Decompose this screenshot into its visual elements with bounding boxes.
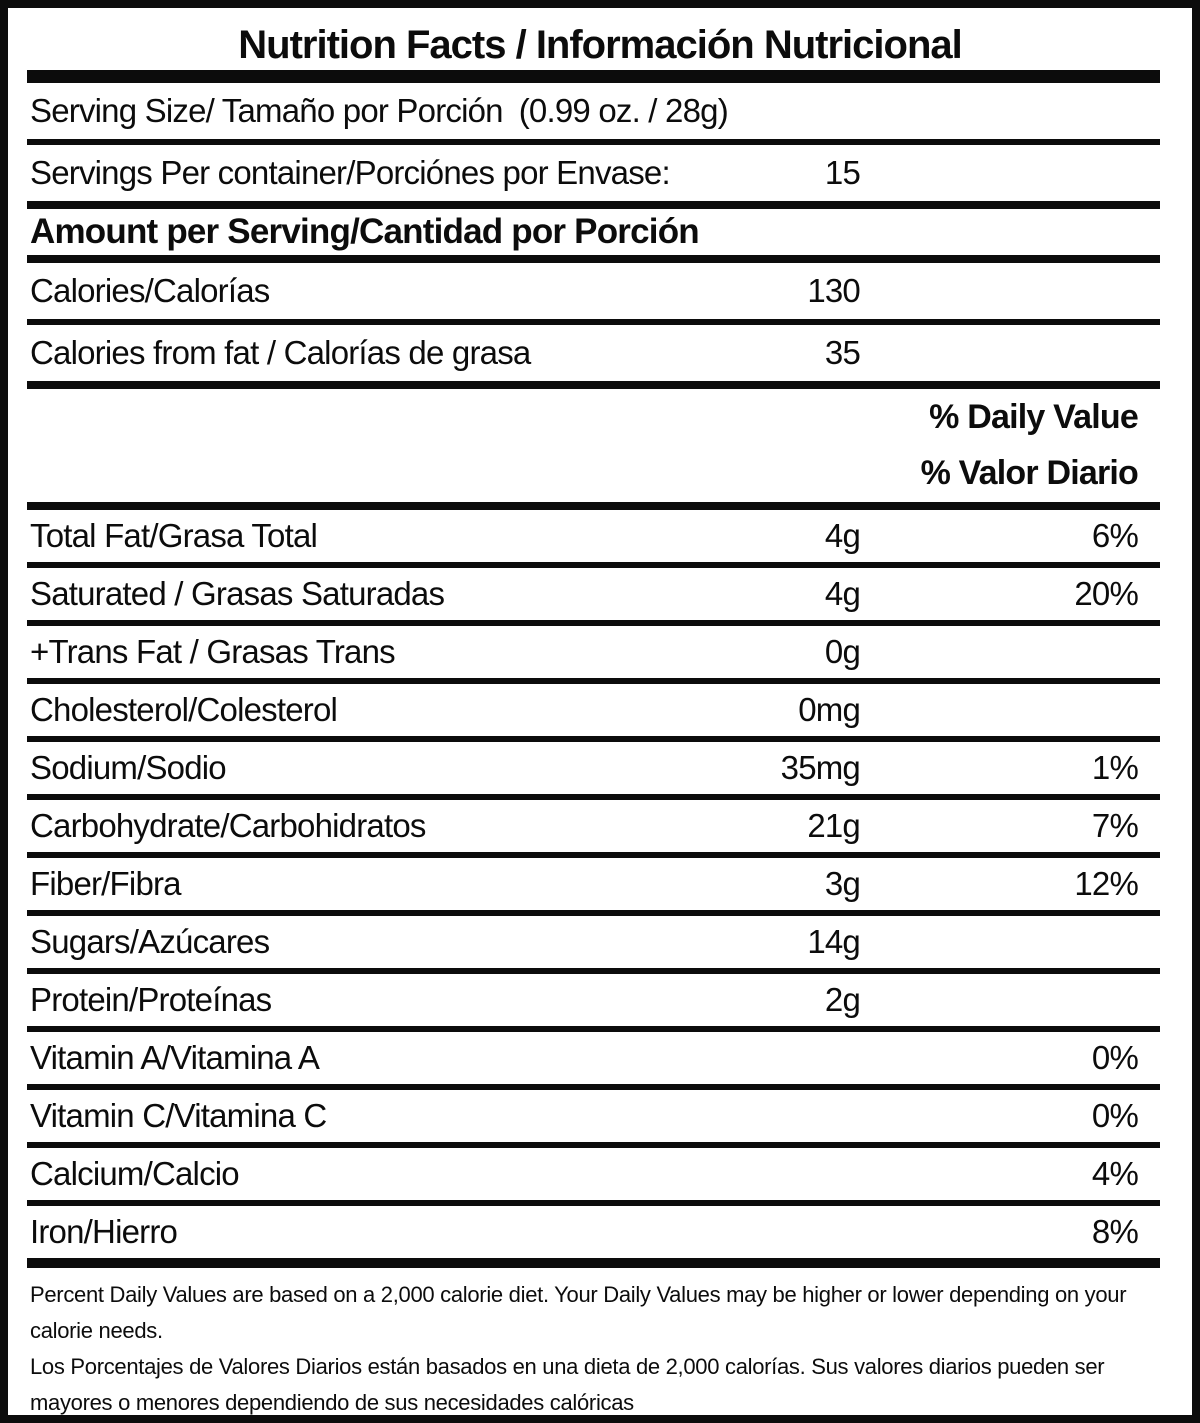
- nutrient-amount: 2g: [824, 981, 861, 1018]
- nutrient-dv: 1%: [1091, 749, 1139, 786]
- footnote-es: Los Porcentajes de Valores Diarios están…: [30, 1354, 1105, 1415]
- serving-size-row: Serving Size/ Tamaño por Porción (0.99 o…: [27, 83, 1160, 139]
- calories-value: 130: [807, 272, 860, 309]
- nutrient-dv: 0%: [1091, 1097, 1139, 1134]
- nutrient-label: +Trans Fat / Grasas Trans: [30, 633, 396, 670]
- nutrient-dv: 8%: [1091, 1213, 1139, 1250]
- row-sodium: Sodium/Sodio 35mg 1%: [27, 742, 1160, 794]
- nutrient-amount: 35mg: [780, 749, 861, 786]
- calories-from-fat-label: Calories from fat / Calorías de grasa: [30, 334, 531, 371]
- daily-value-header-es: % Valor Diario: [920, 454, 1139, 492]
- row-carbohydrate: Carbohydrate/Carbohidratos 21g 7%: [27, 800, 1160, 852]
- row-saturated-fat: Saturated / Grasas Saturadas 4g 20%: [27, 568, 1160, 620]
- nutrient-amount: 14g: [807, 923, 860, 960]
- servings-per-container-value: 15: [824, 154, 861, 191]
- servings-per-container-row: Servings Per container/Porciónes por Env…: [27, 145, 1160, 201]
- nutrient-label: Vitamin C/Vitamina C: [30, 1097, 327, 1134]
- nutrient-amount: 0g: [824, 633, 861, 670]
- divider: [27, 319, 1160, 325]
- nutrient-label: Saturated / Grasas Saturadas: [30, 575, 445, 612]
- section-divider: [27, 201, 1160, 209]
- label-title: Nutrition Facts / Información Nutriciona…: [238, 23, 963, 67]
- nutrient-label: Protein/Proteínas: [30, 981, 272, 1018]
- nutrient-label: Sugars/Azúcares: [30, 923, 270, 960]
- daily-value-header-row-en: % Daily Value: [27, 389, 1160, 445]
- divider: [27, 620, 1160, 626]
- calories-from-fat-value: 35: [824, 334, 861, 371]
- nutrient-dv: 6%: [1091, 517, 1139, 554]
- divider: [27, 1142, 1160, 1148]
- row-cholesterol: Cholesterol/Colesterol 0mg: [27, 684, 1160, 736]
- nutrient-dv: 7%: [1091, 807, 1139, 844]
- row-trans-fat: +Trans Fat / Grasas Trans 0g: [27, 626, 1160, 678]
- serving-size-value: (0.99 oz. / 28g): [518, 92, 728, 129]
- row-iron: Iron/Hierro 8%: [27, 1206, 1160, 1258]
- nutrient-label: Cholesterol/Colesterol: [30, 691, 338, 728]
- serving-size-label: Serving Size/ Tamaño por Porción: [30, 92, 503, 129]
- nutrient-label: Total Fat/Grasa Total: [30, 517, 318, 554]
- nutrient-dv: 0%: [1091, 1039, 1139, 1076]
- row-protein: Protein/Proteínas 2g: [27, 974, 1160, 1026]
- divider: [27, 139, 1160, 145]
- divider: [27, 910, 1160, 916]
- row-calcium: Calcium/Calcio 4%: [27, 1148, 1160, 1200]
- row-vitamin-a: Vitamin A/Vitamina A 0%: [27, 1032, 1160, 1084]
- divider: [27, 736, 1160, 742]
- divider: [27, 678, 1160, 684]
- divider: [27, 1026, 1160, 1032]
- nutrient-label: Vitamin A/Vitamina A: [30, 1039, 320, 1076]
- nutrient-label: Calcium/Calcio: [30, 1155, 240, 1192]
- nutrient-label: Fiber/Fibra: [30, 865, 182, 902]
- footnote-en: Percent Daily Values are based on a 2,00…: [30, 1282, 1127, 1343]
- section-divider: [27, 381, 1160, 389]
- section-divider: [27, 255, 1160, 263]
- title-divider: [27, 70, 1160, 83]
- divider: [27, 968, 1160, 974]
- nutrient-amount: 4g: [824, 575, 861, 612]
- nutrient-label: Iron/Hierro: [30, 1213, 178, 1250]
- nutrient-dv: 4%: [1091, 1155, 1139, 1192]
- daily-value-header-en: % Daily Value: [929, 397, 1139, 436]
- divider: [27, 852, 1160, 858]
- nutrient-amount: 21g: [807, 807, 860, 844]
- row-total-fat: Total Fat/Grasa Total 4g 6%: [27, 510, 1160, 562]
- divider: [27, 794, 1160, 800]
- nutrient-amount: 4g: [824, 517, 861, 554]
- section-divider: [27, 502, 1160, 510]
- calories-row: Calories/Calorías 130: [27, 263, 1160, 319]
- calories-from-fat-row: Calories from fat / Calorías de grasa 35: [27, 325, 1160, 381]
- servings-per-container-label: Servings Per container/Porciónes por Env…: [30, 154, 671, 191]
- nutrient-amount: 0mg: [798, 691, 861, 728]
- label-body: Serving Size/ Tamaño por Porción (0.99 o…: [27, 83, 1160, 1415]
- footer-divider: [27, 1258, 1160, 1268]
- row-vitamin-c: Vitamin C/Vitamina C 0%: [27, 1090, 1160, 1142]
- row-sugars: Sugars/Azúcares 14g: [27, 916, 1160, 968]
- footnotes: Percent Daily Values are based on a 2,00…: [27, 1268, 1160, 1415]
- nutrient-amount: 3g: [824, 865, 861, 902]
- daily-value-header-row-es: % Valor Diario: [27, 445, 1160, 502]
- divider: [27, 1200, 1160, 1206]
- calories-label: Calories/Calorías: [30, 272, 270, 309]
- amount-per-serving-header-row: Amount per Serving/Cantidad por Porción: [27, 209, 1160, 255]
- nutrient-label: Carbohydrate/Carbohidratos: [30, 807, 426, 844]
- divider: [27, 562, 1160, 568]
- nutrient-label: Sodium/Sodio: [30, 749, 227, 786]
- divider: [27, 1084, 1160, 1090]
- nutrient-dv: 12%: [1074, 865, 1138, 902]
- amount-per-serving-header: Amount per Serving/Cantidad por Porción: [30, 212, 700, 251]
- nutrient-dv: 20%: [1074, 575, 1138, 612]
- row-fiber: Fiber/Fibra 3g 12%: [27, 858, 1160, 910]
